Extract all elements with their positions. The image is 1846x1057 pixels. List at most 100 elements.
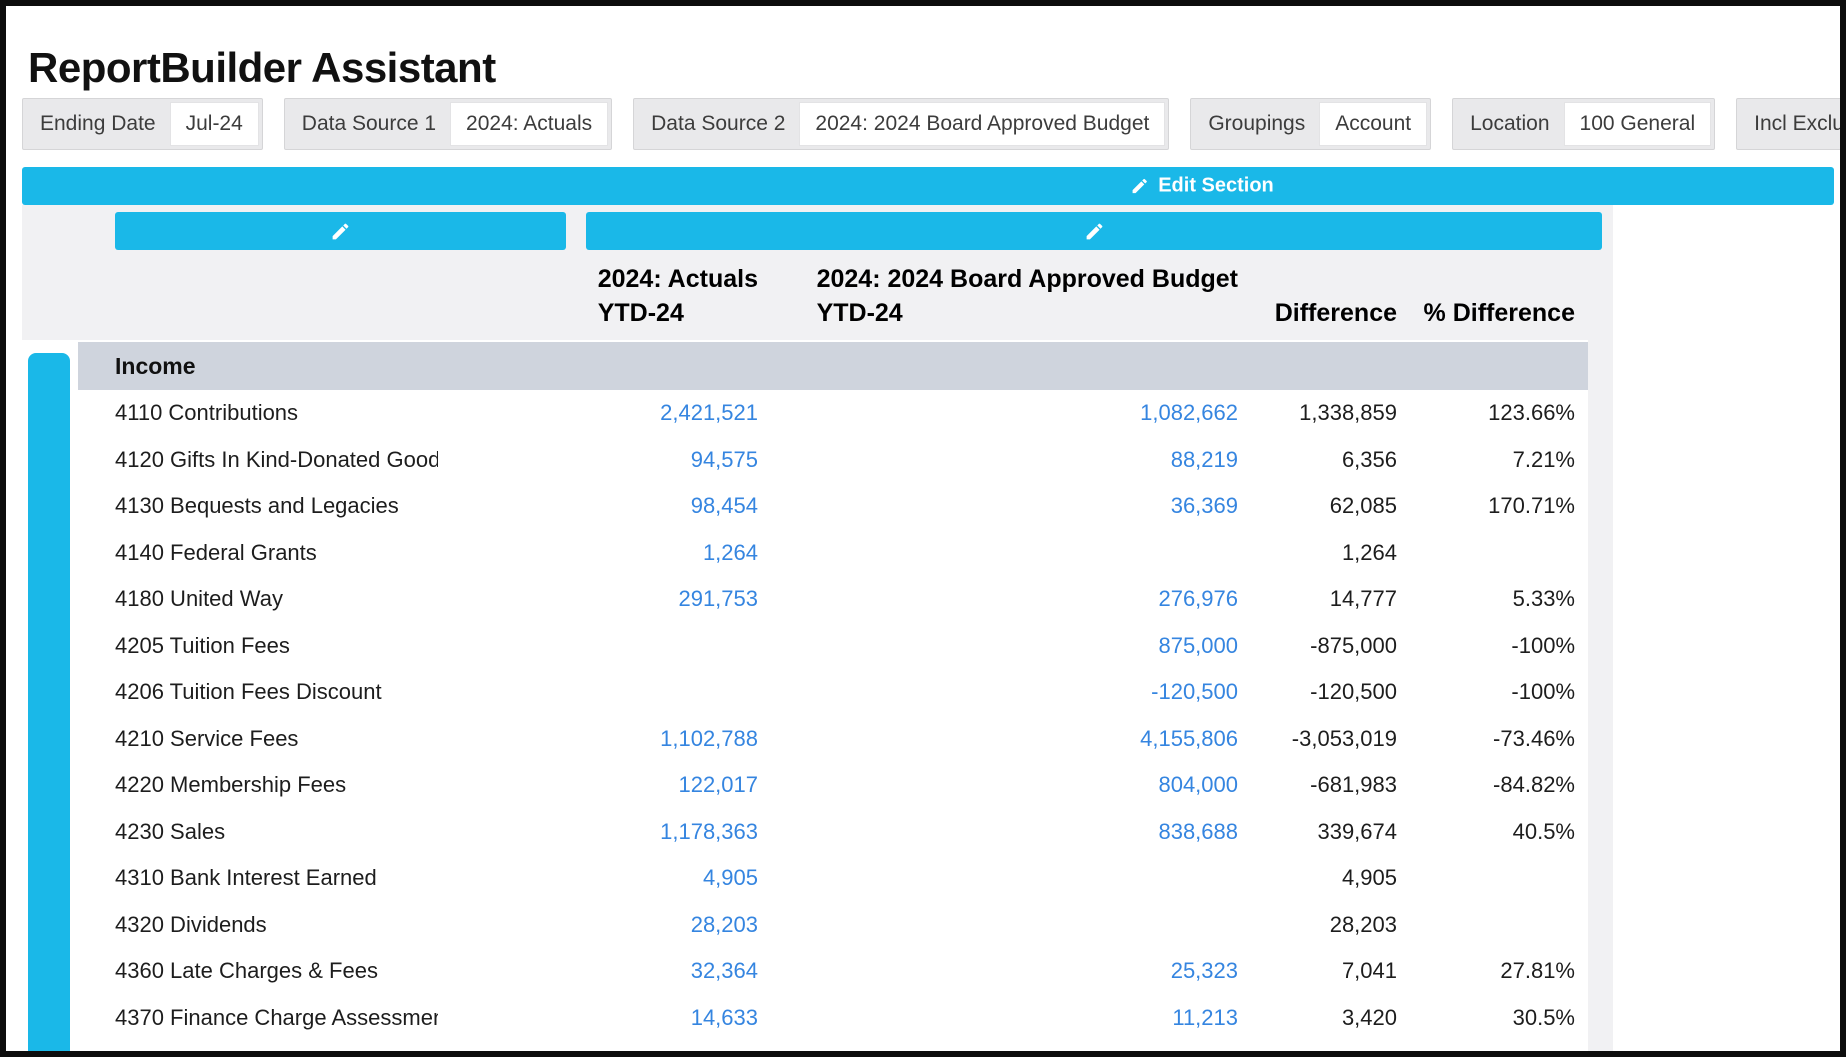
filter-value: 100 General <box>1563 102 1712 146</box>
budget-value[interactable]: 1,082,662 <box>1140 400 1238 426</box>
filter-value: 2024: 2024 Board Approved Budget <box>799 102 1166 146</box>
table-row: 4206 Tuition Fees Discount -120,500 -120… <box>78 669 1588 716</box>
difference-value: -875,000 <box>1310 632 1397 658</box>
filter-value: 2024: Actuals <box>450 102 609 146</box>
edit-section-bar[interactable]: Edit Section <box>22 167 1834 205</box>
difference-value: 6,356 <box>1341 446 1397 472</box>
edit-column-2-bar[interactable] <box>586 212 1602 250</box>
difference-value: -3,053,019 <box>1291 725 1397 751</box>
actuals-value[interactable]: 98,454 <box>690 493 758 519</box>
actuals-value[interactable]: 1,264 <box>702 539 758 565</box>
table-row: 4370 Finance Charge Assessments 14,633 1… <box>78 995 1588 1042</box>
pct-difference-value: 7.21% <box>1512 446 1575 472</box>
filter-chip-groupings[interactable]: Groupings Account <box>1190 98 1432 150</box>
page-title: ReportBuilder Assistant <box>28 44 496 91</box>
difference-value: -681,983 <box>1310 772 1397 798</box>
actuals-value[interactable]: 2,421,521 <box>660 400 758 426</box>
budget-value[interactable]: 4,155,806 <box>1140 725 1238 751</box>
pct-difference-value: 30.5% <box>1512 1004 1575 1030</box>
actuals-value[interactable]: 291,753 <box>678 586 758 612</box>
account-label: 4320 Dividends <box>115 911 267 937</box>
difference-value: 62,085 <box>1329 493 1397 519</box>
actuals-value[interactable]: 122,017 <box>678 772 758 798</box>
budget-value[interactable]: 25,323 <box>1170 958 1238 984</box>
filter-label: Location <box>1470 112 1550 135</box>
table-row: 4310 Bank Interest Earned 4,905 4,905 <box>78 855 1588 902</box>
account-label: 4120 Gifts In Kind-Donated Goods <box>115 446 438 472</box>
column-header-budget: 2024: 2024 Board Approved Budget YTD-24 <box>817 263 1238 331</box>
filter-label: Data Source 1 <box>301 112 437 135</box>
pct-difference-value: -100% <box>1511 632 1575 658</box>
difference-value: 4,905 <box>1341 865 1397 891</box>
actuals-value[interactable]: 4,905 <box>702 865 758 891</box>
table-row: 4130 Bequests and Legacies 98,454 36,369… <box>78 483 1588 530</box>
account-label: 4230 Sales <box>115 818 226 844</box>
filter-value: Jul-24 <box>169 102 259 146</box>
pct-difference-value: -84.82% <box>1493 772 1575 798</box>
group-header-label: Income <box>115 352 196 379</box>
table-row: 4210 Service Fees 1,102,788 4,155,806 -3… <box>78 716 1588 763</box>
actuals-value[interactable]: 28,203 <box>690 911 758 937</box>
filter-chip-data-source-2[interactable]: Data Source 2 2024: 2024 Board Approved … <box>633 98 1170 150</box>
column-header-actuals: 2024: Actuals YTD-24 <box>598 263 758 331</box>
budget-value[interactable]: 804,000 <box>1158 772 1238 798</box>
pencil-icon <box>332 223 349 239</box>
actuals-value[interactable]: 32,364 <box>690 958 758 984</box>
difference-value: 14,777 <box>1329 586 1397 612</box>
budget-value[interactable]: 838,688 <box>1158 818 1238 844</box>
table-right-gutter <box>1588 340 1613 1051</box>
filter-chip-ending-date[interactable]: Ending Date Jul-24 <box>22 98 263 150</box>
budget-value[interactable]: 88,219 <box>1170 446 1238 472</box>
filter-label: Incl Excluded <box>1754 112 1846 135</box>
column-title: 2024: Actuals <box>597 265 758 293</box>
difference-value: 28,203 <box>1329 911 1397 937</box>
table-row: 4180 United Way 291,753 276,976 14,777 5… <box>78 576 1588 623</box>
pencil-icon <box>1086 223 1102 239</box>
account-label: 4360 Late Charges & Fees <box>115 958 378 984</box>
filter-chip-incl-excluded[interactable]: Incl Excluded No <box>1736 98 1846 150</box>
budget-value[interactable]: -120,500 <box>1151 679 1238 705</box>
account-label: 4206 Tuition Fees Discount <box>115 679 382 705</box>
pct-difference-value: 170.71% <box>1488 493 1575 519</box>
budget-value[interactable]: 276,976 <box>1158 586 1238 612</box>
pencil-icon <box>1132 178 1147 194</box>
filter-chip-location[interactable]: Location 100 General <box>1452 98 1716 150</box>
account-label: 4310 Bank Interest Earned <box>115 865 377 891</box>
account-label: 4130 Bequests and Legacies <box>115 493 399 519</box>
filter-chip-data-source-1[interactable]: Data Source 1 2024: Actuals <box>283 98 613 150</box>
section-accent-strip <box>28 353 70 1051</box>
budget-value[interactable]: 11,213 <box>1172 1004 1238 1030</box>
difference-value: 7,041 <box>1341 958 1397 984</box>
pct-difference-value: -73.46% <box>1493 725 1575 751</box>
group-header-row: Income <box>78 342 1588 390</box>
table-row: 4140 Federal Grants 1,264 1,264 <box>78 530 1588 577</box>
budget-value[interactable]: 36,369 <box>1170 493 1238 519</box>
budget-value[interactable]: 875,000 <box>1158 632 1238 658</box>
actuals-value[interactable]: 1,178,363 <box>660 818 758 844</box>
table-row: 4120 Gifts In Kind-Donated Goods 94,575 … <box>78 437 1588 484</box>
actuals-value[interactable]: 94,575 <box>690 446 758 472</box>
pct-difference-value: 27.81% <box>1500 958 1575 984</box>
pct-difference-value: 123.66% <box>1488 400 1575 426</box>
column-subtitle: YTD-24 <box>816 299 903 327</box>
actuals-value[interactable]: 14,633 <box>690 1004 758 1030</box>
edit-section-label: Edit Section <box>1158 174 1274 197</box>
filter-label: Ending Date <box>40 112 156 135</box>
difference-value: -120,500 <box>1310 679 1397 705</box>
report-header-section: 2024: Actuals YTD-24 2024: 2024 Board Ap… <box>22 205 1613 340</box>
actuals-value[interactable]: 1,102,788 <box>660 725 758 751</box>
table-row: 4230 Sales 1,178,363 838,688 339,674 40.… <box>78 809 1588 856</box>
pct-difference-value: 40.5% <box>1512 818 1575 844</box>
table-body: 4110 Contributions 2,421,521 1,082,662 1… <box>78 390 1588 1041</box>
account-label: 4220 Membership Fees <box>115 772 347 798</box>
report-table: Income 4110 Contributions 2,421,521 1,08… <box>78 342 1588 1041</box>
column-header-pct-difference: % Difference <box>1423 299 1575 327</box>
edit-column-1-bar[interactable] <box>115 212 566 250</box>
filter-value: Account <box>1319 102 1428 146</box>
table-row: 4110 Contributions 2,421,521 1,082,662 1… <box>78 390 1588 437</box>
difference-value: 339,674 <box>1317 818 1397 844</box>
table-row: 4220 Membership Fees 122,017 804,000 -68… <box>78 762 1588 809</box>
filter-label: Groupings <box>1208 112 1306 135</box>
account-label: 4180 United Way <box>115 586 283 612</box>
